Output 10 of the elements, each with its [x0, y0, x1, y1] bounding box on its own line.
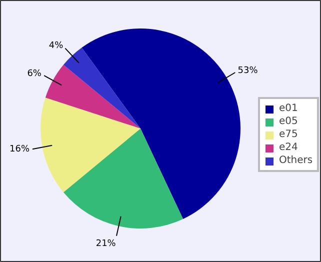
data-label: 21% [96, 238, 116, 249]
legend-label: e01 [279, 103, 299, 114]
data-label: 4% [48, 41, 64, 52]
data-label: 6% [27, 69, 42, 80]
legend-label: e24 [279, 142, 299, 153]
data-label: 53% [238, 66, 258, 76]
data-label: 16% [10, 144, 30, 155]
legend-label: e05 [279, 116, 299, 127]
legend-label: Others [279, 155, 313, 166]
legend-label: e75 [279, 129, 299, 140]
